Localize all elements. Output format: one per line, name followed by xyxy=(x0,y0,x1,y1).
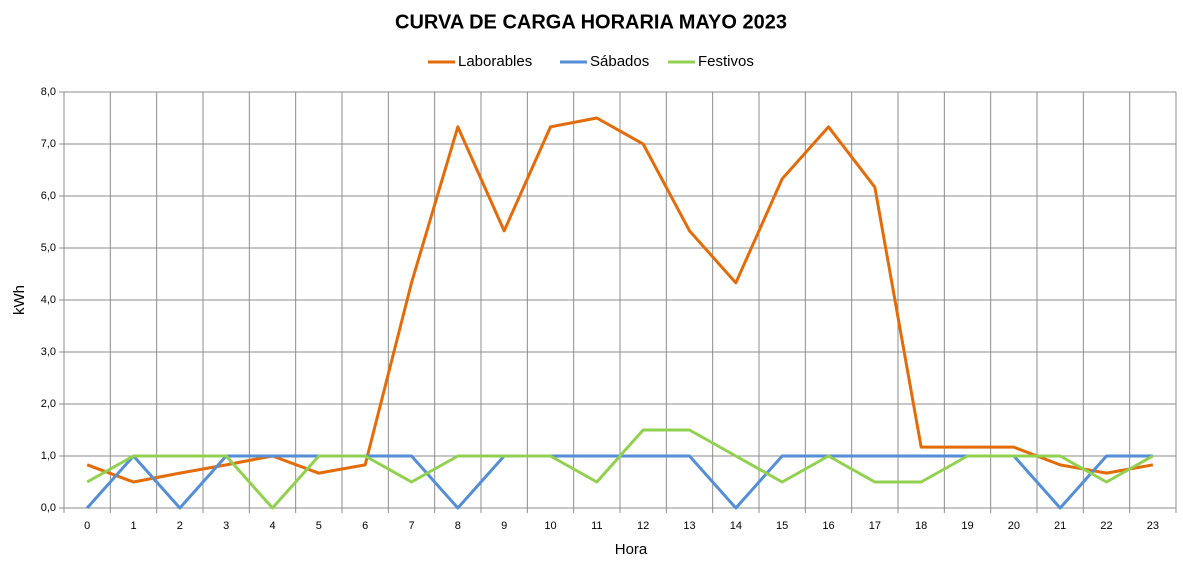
x-tick-label: 5 xyxy=(316,520,322,532)
x-tick-label: 11 xyxy=(591,520,602,532)
x-tick-label: 7 xyxy=(408,520,414,532)
legend-label: Laborables xyxy=(458,53,532,70)
y-tick-label: 4,0 xyxy=(41,294,56,306)
x-tick-label: 23 xyxy=(1147,520,1159,532)
y-tick-label: 0,0 xyxy=(41,502,56,514)
x-tick-label: 6 xyxy=(362,520,368,532)
x-tick-label: 4 xyxy=(269,520,275,532)
x-axis-title: Hora xyxy=(615,541,648,558)
x-tick-label: 0 xyxy=(84,520,90,532)
y-tick-label: 6,0 xyxy=(41,190,56,202)
x-tick-label: 20 xyxy=(1008,520,1020,532)
x-tick-label: 14 xyxy=(730,520,742,532)
legend-label: Sábados xyxy=(590,53,649,70)
y-tick-label: 5,0 xyxy=(41,242,56,254)
y-tick-label: 7,0 xyxy=(41,138,56,150)
x-tick-label: 3 xyxy=(223,520,229,532)
y-tick-label: 2,0 xyxy=(41,398,56,410)
x-tick-label: 13 xyxy=(683,520,695,532)
x-tick-label: 22 xyxy=(1100,520,1112,532)
x-tick-label: 18 xyxy=(915,520,927,532)
x-tick-label: 16 xyxy=(822,520,834,532)
x-tick-label: 8 xyxy=(455,520,461,532)
x-tick-label: 15 xyxy=(776,520,788,532)
y-tick-label: 8,0 xyxy=(41,86,56,98)
y-axis-title: kWh xyxy=(11,285,28,315)
x-tick-label: 9 xyxy=(501,520,507,532)
legend-label: Festivos xyxy=(698,53,754,70)
y-tick-label: 3,0 xyxy=(41,346,56,358)
x-tick-label: 10 xyxy=(544,520,556,532)
x-tick-label: 1 xyxy=(130,520,136,532)
x-tick-label: 21 xyxy=(1054,520,1066,532)
y-tick-label: 1,0 xyxy=(41,450,56,462)
x-tick-label: 12 xyxy=(637,520,649,532)
chart-title: CURVA DE CARGA HORARIA MAYO 2023 xyxy=(395,11,787,33)
x-tick-label: 17 xyxy=(869,520,881,532)
x-tick-label: 2 xyxy=(177,520,183,532)
series-line xyxy=(86,428,1154,510)
x-tick-label: 19 xyxy=(961,520,973,532)
